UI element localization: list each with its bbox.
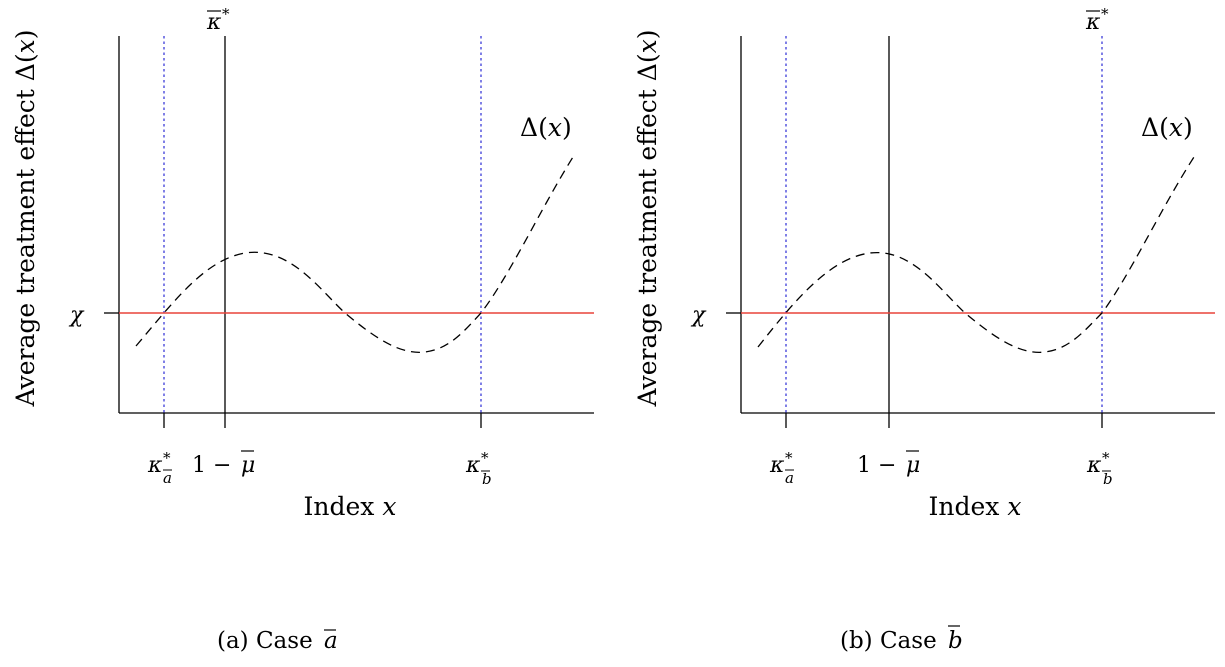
panel-b-chi-label: χ	[690, 303, 707, 328]
panel-a-ka-kappa: κ	[147, 453, 163, 478]
panel-b-y-axis-title-delta: Δ	[633, 63, 662, 81]
panel-a-ka-star: *	[163, 449, 171, 467]
panel-b-tick-label-ka: κ * a	[769, 449, 794, 487]
panel-a: χ κ * κ * a 1 − μ κ * b Δ(x)	[11, 5, 594, 654]
panel-b-curve-label-open: (	[1159, 113, 1169, 142]
panel-b-curve-label-close: )	[1183, 113, 1193, 142]
panel-b-caption: (b) Case b	[840, 625, 963, 654]
panel-b-caption-letter: b	[948, 628, 963, 654]
panel-a-curve-label-x: x	[548, 113, 562, 142]
panel-a-kappa-bar-star: *	[222, 5, 230, 23]
panel-b-tick-label-kb: κ * b	[1086, 449, 1113, 488]
panel-a-curve-label: Δ(x)	[520, 113, 572, 142]
panel-a-caption-text: (a) Case	[217, 628, 320, 654]
panel-b-curve-label-x: x	[1169, 113, 1183, 142]
panel-a-x-axis-title-var: x	[382, 492, 396, 521]
panel-a-kappa-bar-kappa: κ	[206, 10, 222, 35]
panel-a-kappa-bar-star-label: κ *	[206, 5, 230, 35]
panel-b-kb-kappa: κ	[1086, 453, 1102, 478]
panel-b-y-axis-title-close: )	[633, 30, 662, 40]
panel-b-kb-star: *	[1102, 449, 1110, 467]
panel-b-y-axis-title: Average treatment effect Δ(x)	[633, 30, 662, 408]
panel-b-x-axis-title-var: x	[1007, 492, 1021, 521]
panel-a-mu-sym: μ	[241, 453, 255, 478]
panel-a-x-axis-title: Index x	[304, 492, 397, 521]
panel-a-delta-curve	[135, 156, 574, 353]
panel-a-ka-sub: a	[163, 469, 172, 487]
panel-a-kb-kappa: κ	[465, 453, 481, 478]
panel-b-y-axis-title-open: (	[633, 53, 662, 63]
panel-a-y-axis-title-delta: Δ	[11, 63, 40, 81]
panel-a-chi-label: χ	[68, 303, 85, 328]
panel-b-x-axis-title: Index x	[929, 492, 1022, 521]
panel-b-kappa-bar-star: *	[1101, 5, 1109, 23]
panel-a-y-axis-title: Average treatment effect Δ(x)	[11, 30, 40, 408]
panel-a-mu-pre: 1 −	[192, 453, 231, 478]
panel-b-y-axis-title-text: Average treatment effect	[633, 81, 662, 407]
panel-b-ka-kappa: κ	[769, 453, 785, 478]
panel-a-curve-label-close: )	[562, 113, 572, 142]
panel-b-curve-label-delta: Δ	[1141, 113, 1159, 142]
panel-a-tick-label-mu: 1 − μ	[192, 450, 255, 478]
panel-b-caption-text: (b) Case	[840, 628, 944, 654]
panel-b-tick-label-mu: 1 − μ	[857, 450, 920, 478]
panel-b-ka-star: *	[785, 449, 793, 467]
panel-b-kappa-bar-kappa: κ	[1085, 10, 1101, 35]
panel-a-kb-sub: b	[482, 470, 492, 488]
panel-a-curve-label-delta: Δ	[520, 113, 538, 142]
panel-a-y-axis-title-text: Average treatment effect	[11, 81, 40, 407]
panel-b-kappa-bar-star-label: κ *	[1085, 5, 1109, 35]
panel-b-delta-curve	[757, 156, 1195, 353]
panel-b-x-axis-title-text: Index	[929, 492, 1008, 521]
panel-a-tick-label-kb: κ * b	[465, 449, 492, 488]
panel-a-kb-star: *	[481, 449, 489, 467]
panel-b-ka-sub: a	[785, 469, 794, 487]
panel-a-caption-letter: a	[324, 628, 338, 654]
panel-a-caption: (a) Case a	[217, 628, 338, 654]
panel-b-y-axis-title-x: x	[633, 39, 662, 53]
panel-b-mu-sym: μ	[906, 453, 920, 478]
panel-a-curve-label-open: (	[538, 113, 548, 142]
panel-b-mu-pre: 1 −	[857, 453, 896, 478]
panel-a-y-axis-title-x: x	[11, 39, 40, 53]
panel-a-tick-label-ka: κ * a	[147, 449, 172, 487]
panel-a-x-axis-title-text: Index	[304, 492, 383, 521]
panel-b-curve-label: Δ(x)	[1141, 113, 1193, 142]
panel-b: χ κ * κ * a 1 − μ κ * b Δ(x) Inde	[633, 5, 1215, 654]
panel-b-kb-sub: b	[1103, 470, 1113, 488]
panel-a-y-axis-title-open: (	[11, 53, 40, 63]
panel-a-y-axis-title-close: )	[11, 30, 40, 40]
